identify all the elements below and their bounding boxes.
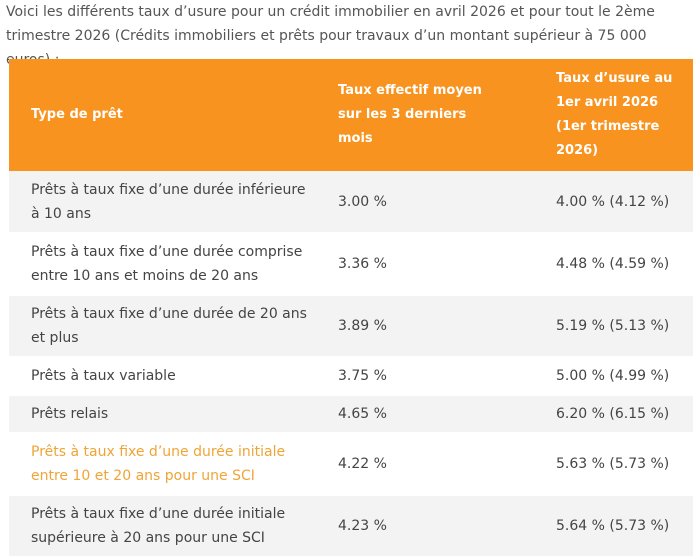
table-row: Prêts relais 4.65 % 6.20 % (6.15 %) xyxy=(9,395,693,434)
average-rate-cell: 3.75 % xyxy=(316,357,524,396)
usury-rate-cell: 5.63 % (5.73 %) xyxy=(524,433,693,496)
loan-type-cell: Prêts à taux variable xyxy=(9,357,316,396)
average-rate-cell: 3.00 % xyxy=(316,171,524,234)
table-row: Prêts à taux fixe d’une durée de 20 ans … xyxy=(9,295,693,358)
loan-type-cell: Prêts relais xyxy=(9,395,316,434)
table-row: Prêts à taux fixe d’une durée initiale s… xyxy=(9,495,693,558)
usury-rate-cell: 4.00 % (4.12 %) xyxy=(524,171,693,234)
header-loan-type: Type de prêt xyxy=(9,59,316,171)
loan-type-cell: Prêts à taux fixe d’une durée initiale s… xyxy=(9,495,316,558)
usury-rate-cell: 5.19 % (5.13 %) xyxy=(524,295,693,358)
loan-type-cell: Prêts à taux fixe d’une durée de 20 ans … xyxy=(9,295,316,358)
sci-loan-link[interactable]: Prêts à taux fixe d’une durée initiale e… xyxy=(31,444,286,484)
table-row: Prêts à taux variable 3.75 % 5.00 % (4.9… xyxy=(9,357,693,396)
table-row: Prêts à taux fixe d’une durée inférieure… xyxy=(9,171,693,234)
average-rate-cell: 4.65 % xyxy=(316,395,524,434)
table-row: Prêts à taux fixe d’une durée comprise e… xyxy=(9,233,693,296)
average-rate-cell: 4.23 % xyxy=(316,495,524,558)
usury-rate-cell: 5.00 % (4.99 %) xyxy=(524,357,693,396)
average-rate-cell: 3.89 % xyxy=(316,295,524,358)
table-row: Prêts à taux fixe d’une durée initiale e… xyxy=(9,433,693,496)
average-rate-cell: 4.22 % xyxy=(316,433,524,496)
average-rate-cell: 3.36 % xyxy=(316,233,524,296)
usury-rate-cell: 6.20 % (6.15 %) xyxy=(524,395,693,434)
table-header-row: Type de prêt Taux effectif moyen sur les… xyxy=(9,59,693,171)
usury-rate-cell: 5.64 % (5.73 %) xyxy=(524,495,693,558)
loan-type-cell: Prêts à taux fixe d’une durée initiale e… xyxy=(9,433,316,496)
header-usury-rate: Taux d’usure au 1er avril 2026 (1er trim… xyxy=(524,59,693,171)
usury-rates-table: Type de prêt Taux effectif moyen sur les… xyxy=(9,59,693,558)
header-average-rate: Taux effectif moyen sur les 3 derniers m… xyxy=(316,59,524,171)
loan-type-cell: Prêts à taux fixe d’une durée comprise e… xyxy=(9,233,316,296)
loan-type-cell: Prêts à taux fixe d’une durée inférieure… xyxy=(9,171,316,234)
usury-rate-cell: 4.48 % (4.59 %) xyxy=(524,233,693,296)
